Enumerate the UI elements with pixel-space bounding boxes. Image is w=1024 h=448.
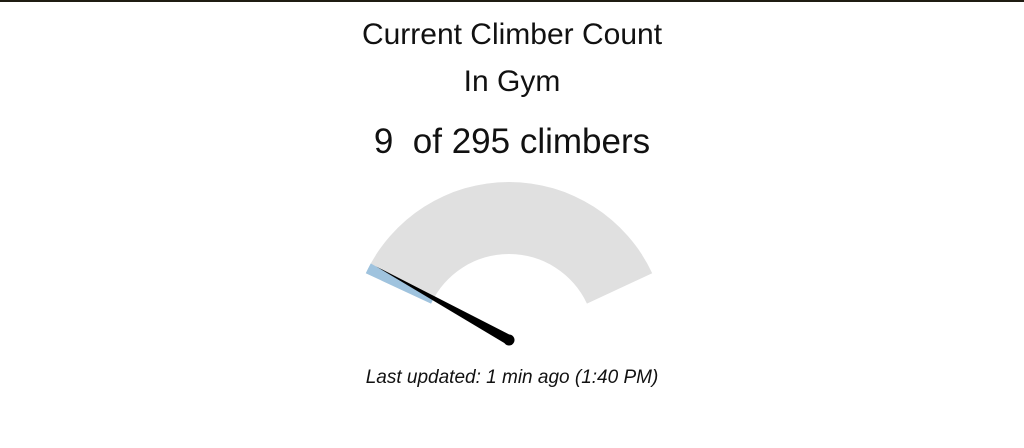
widget-subtitle: In Gym bbox=[463, 65, 561, 98]
climber-count-text: 9 of 295 climbers bbox=[0, 122, 1024, 162]
gauge-track bbox=[365, 181, 653, 304]
widget-title: Current Climber Count bbox=[361, 18, 663, 51]
gauge-needle-hub bbox=[503, 334, 515, 346]
count-separator: of bbox=[393, 122, 452, 161]
current-count: 9 bbox=[373, 122, 394, 161]
last-updated-text: Last updated: 1 min ago (1:40 PM) bbox=[365, 367, 659, 388]
gauge-fill bbox=[365, 263, 434, 304]
gauge-needle bbox=[376, 266, 512, 345]
count-unit: climbers bbox=[510, 122, 651, 161]
top-border-strip bbox=[0, 0, 1024, 2]
capacity-count: 295 bbox=[451, 122, 511, 161]
